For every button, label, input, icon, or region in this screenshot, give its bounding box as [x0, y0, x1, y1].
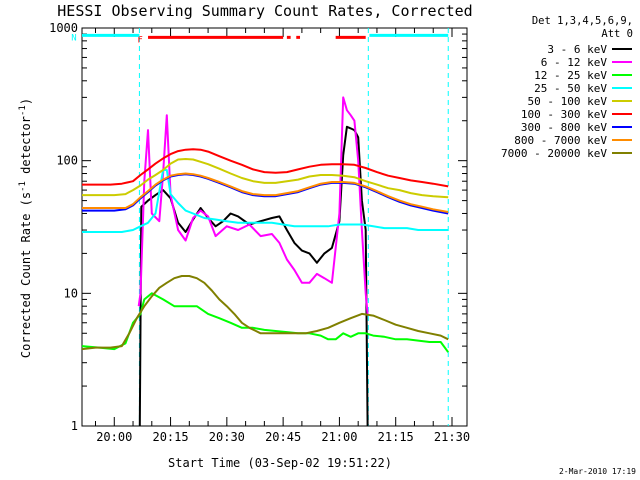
x-tick-label: 20:30: [209, 430, 245, 444]
x-tick-label: 20:15: [152, 430, 188, 444]
legend-label: 3 - 6 keV: [547, 43, 607, 56]
y-tick-labels: 1 10 100 1000: [49, 21, 78, 433]
x-tick-labels: 20:00 20:15 20:30 20:45 21:00 21:15 21:30: [96, 430, 470, 444]
tick-marks: [82, 28, 467, 427]
legend-label: 100 - 300 keV: [521, 108, 607, 121]
series-line-9: [81, 275, 449, 351]
legend-header-line-1: Det 1,3,4,5,6,9,: [532, 15, 633, 27]
legend-label: 25 - 50 keV: [534, 82, 607, 95]
y-axis-label-mid: detector: [19, 116, 33, 181]
x-tick-label: 20:45: [265, 430, 301, 444]
x-axis-label: Start Time (03-Sep-02 19:51:22): [168, 456, 392, 470]
legend-label: 6 - 12 keV: [541, 56, 608, 69]
y-axis-label: Corrected Count Rate (s-1 detector-1): [18, 98, 33, 358]
x-tick-label: 20:00: [96, 430, 132, 444]
legend-label: 12 - 25 keV: [534, 69, 607, 82]
legend-label: 300 - 800 keV: [521, 121, 607, 134]
flag-label: F: [137, 35, 142, 45]
y-tick-label: 10: [64, 286, 78, 300]
series-line-8: [82, 172, 449, 213]
y-axis-label-end: ): [19, 98, 33, 105]
x-tick-label: 21:15: [378, 430, 414, 444]
series-lines: [81, 96, 450, 427]
flag-bars: FN: [71, 33, 449, 45]
series-line-4: [82, 169, 449, 233]
plot-frame: [81, 27, 468, 427]
y-axis-label-sup2: -1: [18, 105, 28, 116]
flag-label: N: [71, 33, 76, 43]
legend-label: 800 - 7000 keV: [514, 134, 607, 147]
series-line-6: [82, 148, 449, 188]
series-line-5: [82, 158, 449, 199]
y-tick-label: 100: [56, 154, 78, 168]
legend-label: 50 - 100 keV: [528, 95, 608, 108]
legend-label: 7000 - 20000 keV: [501, 147, 607, 160]
y-axis-label-main: Corrected Count Rate (s: [19, 192, 33, 358]
x-tick-label: 21:00: [321, 430, 357, 444]
series-line-7: [82, 173, 449, 215]
y-axis-label-sup1: -1: [18, 181, 28, 192]
legend-header-line-2: Att 0: [601, 28, 633, 40]
chart-title: HESSI Observing Summary Count Rates, Cor…: [57, 2, 472, 20]
footer-date: 2-Mar-2010 17:19: [559, 467, 636, 476]
x-tick-label: 21:30: [434, 430, 470, 444]
series-line-2: [137, 96, 369, 314]
y-tick-label: 1000: [49, 21, 78, 35]
y-tick-label: 1: [71, 419, 78, 433]
